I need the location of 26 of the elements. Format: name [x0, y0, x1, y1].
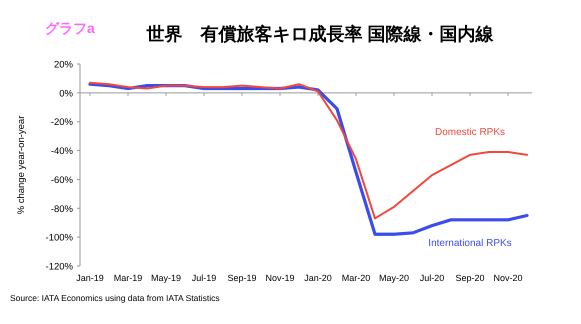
y-tick-label: 0%	[59, 88, 74, 100]
x-tick-label: May-19	[150, 273, 182, 283]
x-tick-label: Jul-20	[420, 273, 444, 283]
y-tick-label: -100%	[46, 232, 74, 244]
x-tick-label: Nov-20	[493, 273, 523, 283]
y-tick-label: -120%	[46, 262, 74, 272]
y-tick-label: -80%	[50, 204, 74, 215]
x-tick-label: Mar-19	[114, 273, 142, 283]
x-tick-label: Jan-20	[304, 273, 332, 283]
series-label: Domestic RPKs	[434, 126, 506, 138]
x-tick-label: Jul-19	[192, 273, 216, 283]
series-label: International RPKs	[428, 238, 512, 249]
chart-title: 世界 有償旅客キロ成長率 国際線・国内線	[145, 24, 494, 44]
x-tick-label: Mar-20	[342, 273, 370, 283]
y-axis-title: % change year-on-year	[16, 116, 27, 214]
source-note: Source: IATA Economics using data from IATA Statistics	[10, 293, 220, 303]
text: グラフa	[45, 20, 95, 36]
y-tick-label: -60%	[50, 174, 74, 186]
y-tick-label: 20%	[54, 60, 74, 70]
x-tick-label: Sep-20	[455, 273, 485, 283]
y-tick-label: -40%	[50, 146, 74, 158]
y-tick-label: -20%	[50, 117, 74, 128]
x-tick-label: Nov-19	[265, 273, 295, 283]
x-tick-label: Sep-19	[227, 273, 257, 283]
x-tick-label: Jan-19	[76, 273, 104, 283]
x-tick-label: May-20	[378, 273, 410, 283]
